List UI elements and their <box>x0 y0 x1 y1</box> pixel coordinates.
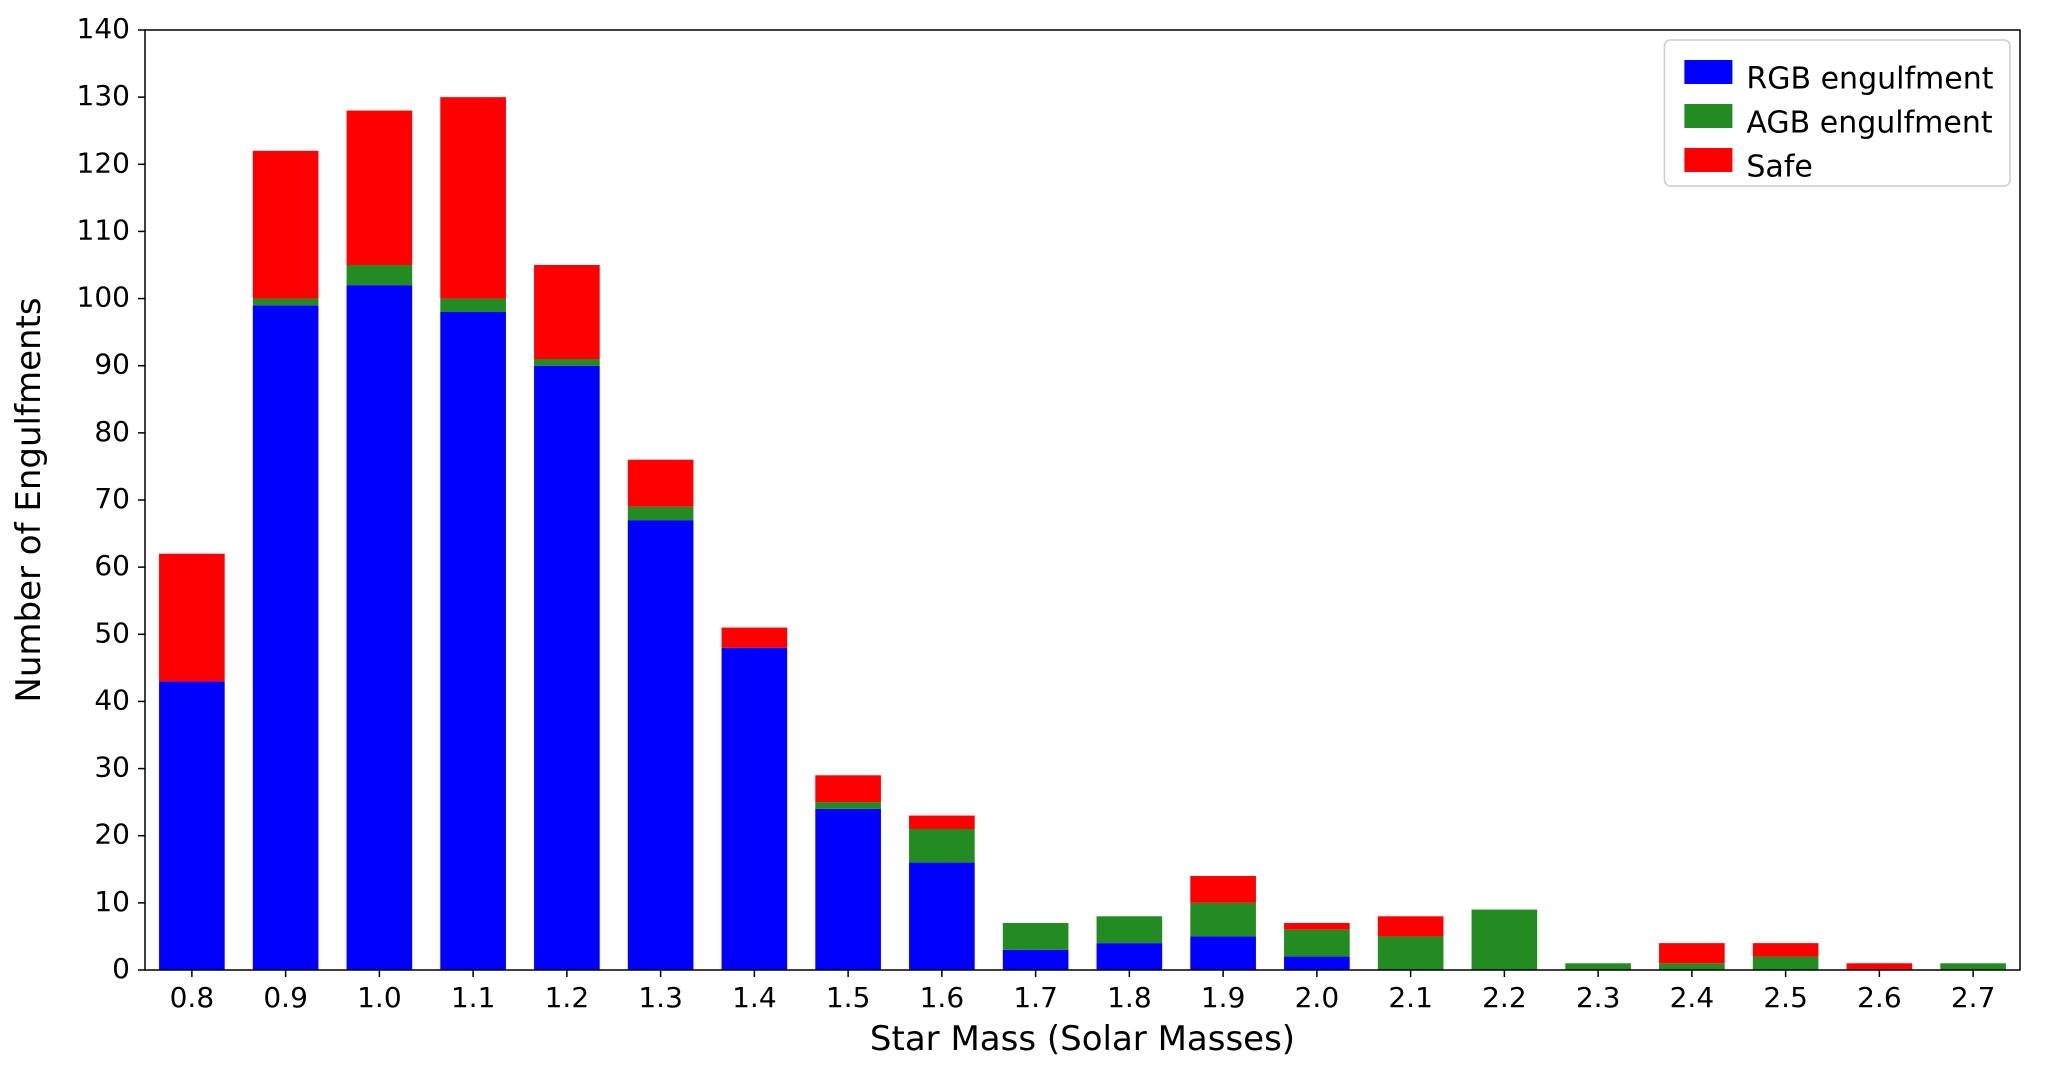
bar-segment <box>1378 916 1444 936</box>
y-tick-label: 70 <box>94 482 130 515</box>
y-tick-label: 100 <box>77 281 130 314</box>
bar-segment <box>1190 876 1256 903</box>
y-tick-label: 40 <box>94 683 130 716</box>
bar-segment <box>440 299 506 312</box>
bar-segment <box>347 265 413 285</box>
y-tick-label: 110 <box>77 213 130 246</box>
x-tick-label: 2.5 <box>1763 981 1808 1014</box>
x-tick-label: 1.4 <box>732 981 777 1014</box>
stacked-bar-chart: 0 10 20 30 40 50 60 70 80 90 100 110 120 130 140 0.8 0.9… <box>0 0 2066 1092</box>
bar-segment <box>253 305 319 970</box>
x-tick-label: 2.2 <box>1482 981 1527 1014</box>
x-tick-label: 2.7 <box>1951 981 1996 1014</box>
y-tick-label: 80 <box>94 415 130 448</box>
x-tick-label: 1.6 <box>920 981 965 1014</box>
bar-segment <box>909 829 975 863</box>
x-tick-label: 1.1 <box>451 981 496 1014</box>
bar-segment <box>1753 943 1819 956</box>
y-tick-label: 20 <box>94 818 130 851</box>
bar-segment <box>1940 963 2006 970</box>
y-tick-label: 90 <box>94 348 130 381</box>
bar-segment <box>440 97 506 298</box>
y-tick-label: 130 <box>77 79 130 112</box>
x-tick-label: 1.7 <box>1013 981 1058 1014</box>
chart-container: 0 10 20 30 40 50 60 70 80 90 100 110 120 130 140 0.8 0.9… <box>0 0 2066 1092</box>
bar-segment <box>1284 957 1350 970</box>
bar-segment <box>722 628 788 648</box>
bar-segment <box>347 111 413 265</box>
legend-label: RGB engulfment <box>1746 62 1993 97</box>
bar-segment <box>1003 950 1069 970</box>
bar-segment <box>534 359 600 366</box>
x-tick-label: 1.3 <box>638 981 683 1014</box>
bar-segment <box>253 299 319 306</box>
bar-segment <box>909 816 975 829</box>
legend-swatch <box>1684 104 1732 128</box>
x-tick-label: 1.8 <box>1107 981 1152 1014</box>
y-tick-label: 140 <box>77 12 130 45</box>
y-tick-label: 60 <box>94 549 130 582</box>
bar-segment <box>159 554 225 682</box>
bar-segment <box>534 265 600 359</box>
bar-segment <box>1284 923 1350 930</box>
bar-segment <box>1003 923 1069 950</box>
y-tick-label: 10 <box>94 885 130 918</box>
bar-segment <box>628 507 694 520</box>
x-tick-label: 2.6 <box>1857 981 1902 1014</box>
y-tick-label: 50 <box>94 616 130 649</box>
bar-segment <box>1190 903 1256 937</box>
y-tick-label: 0 <box>112 952 130 985</box>
bar-segment <box>1753 957 1819 970</box>
legend-swatch <box>1684 148 1732 172</box>
bar-segment <box>1659 963 1725 970</box>
bar-segment <box>1190 936 1256 970</box>
bar-segment <box>1097 916 1163 943</box>
bar-segment <box>253 151 319 299</box>
legend-swatch <box>1684 60 1732 84</box>
bar-segment <box>1378 936 1444 970</box>
x-tick-label: 0.8 <box>170 981 215 1014</box>
bar-segment <box>1659 943 1725 963</box>
legend: RGB engulfment AGB engulfment Safe <box>1664 40 2010 186</box>
bar-segment <box>159 681 225 970</box>
bar-segment <box>440 312 506 970</box>
y-axis-label: Number of Engulfments <box>9 297 49 702</box>
x-tick-label: 1.5 <box>826 981 871 1014</box>
x-tick-label: 1.9 <box>1201 981 1246 1014</box>
legend-label: AGB engulfment <box>1746 106 1992 141</box>
x-tick-label: 2.0 <box>1295 981 1340 1014</box>
y-tick-label: 120 <box>77 146 130 179</box>
bar-segment <box>1097 943 1163 970</box>
bar-segment <box>1284 930 1350 957</box>
bar-segment <box>628 520 694 970</box>
bar-segment <box>722 648 788 970</box>
bar-segment <box>1847 963 1913 970</box>
legend-label: Safe <box>1746 150 1812 185</box>
x-tick-label: 1.0 <box>357 981 402 1014</box>
bar-segment <box>628 460 694 507</box>
y-tick-label: 30 <box>94 751 130 784</box>
x-tick-label: 2.3 <box>1576 981 1621 1014</box>
bar-segment <box>347 285 413 970</box>
x-tick-label: 2.4 <box>1670 981 1715 1014</box>
x-tick-label: 1.2 <box>545 981 590 1014</box>
bar-segment <box>1565 963 1631 970</box>
bar-segment <box>909 863 975 970</box>
x-tick-label: 0.9 <box>263 981 308 1014</box>
bar-segment <box>1472 910 1538 970</box>
bar-segment <box>815 809 881 970</box>
bar-segment <box>815 775 881 802</box>
bar-segment <box>534 366 600 970</box>
x-axis-label: Star Mass (Solar Masses) <box>870 1019 1295 1059</box>
bar-segment <box>815 802 881 809</box>
x-tick-label: 2.1 <box>1388 981 1433 1014</box>
